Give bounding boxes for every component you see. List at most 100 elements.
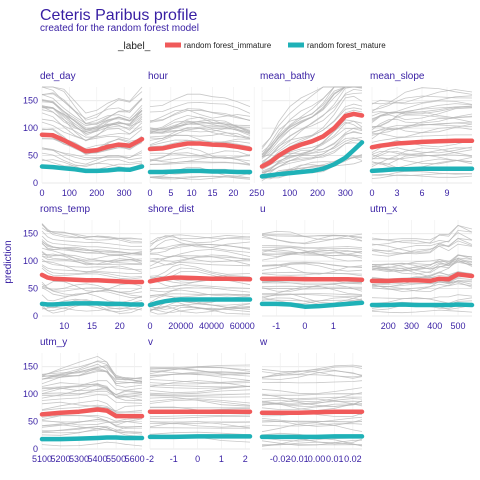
background-profile-line [41, 253, 143, 266]
background-profile-line [371, 114, 473, 128]
background-profile-line [41, 287, 143, 299]
x-tick-label: 200 [89, 188, 104, 198]
background-profile-line [41, 428, 143, 435]
background-profiles [371, 224, 473, 314]
background-profile-line [41, 360, 143, 382]
background-profile-line [371, 254, 473, 274]
background-profile-line [41, 240, 143, 254]
background-profile-line [149, 255, 251, 262]
background-profile-line [149, 166, 251, 178]
background-profile-line [149, 380, 251, 385]
background-profile-line [371, 240, 473, 255]
background-profile-line [41, 94, 143, 125]
x-tick-label: 500 [451, 321, 466, 331]
background-profile-line [261, 420, 363, 423]
background-profile-line [261, 392, 363, 403]
chart-title: Ceteris Paribus profile [40, 7, 198, 24]
background-profile-line [41, 281, 143, 293]
legend-title: _label_ [117, 41, 151, 52]
background-profile-line [41, 364, 143, 384]
background-profile-line [261, 364, 363, 373]
background-profile-line [149, 427, 250, 429]
panel-hour: hour 0 5 10 15 20 25 [147, 71, 259, 198]
panel-det-day: det_day 0 50 100 150 0 100 200 300 [23, 71, 145, 198]
background-profile-line [371, 280, 473, 293]
background-profile-line [149, 385, 251, 394]
background-profile-line [261, 137, 363, 173]
background-profile-line [261, 370, 363, 379]
x-tick-label: 300 [117, 188, 132, 198]
background-profile-line [371, 154, 473, 160]
background-profile-line [371, 134, 472, 143]
background-profile-line [41, 427, 143, 438]
series-line-random-forest-immature [259, 276, 365, 283]
x-tick-label: 10 [59, 321, 69, 331]
background-profile-line [261, 369, 363, 378]
background-profile-line [41, 385, 143, 398]
background-profile-line [371, 277, 473, 285]
background-profile-line [371, 154, 473, 165]
x-tick-label: 2 [243, 454, 248, 464]
panel-title: utm_x [370, 204, 397, 215]
background-profile-line [41, 261, 143, 273]
x-tick-label: 5 [168, 188, 173, 198]
background-profile-line [371, 87, 473, 105]
background-profile-line [149, 235, 251, 247]
y-tick-label: 0 [33, 311, 38, 321]
x-tick-label: 5100 [32, 454, 52, 464]
background-profile-line [149, 393, 251, 396]
background-profile-line [149, 101, 251, 114]
background-profiles [261, 230, 363, 305]
background-profile-line [41, 414, 143, 422]
background-profile-line [41, 265, 143, 278]
background-profile-line [149, 274, 251, 282]
background-profile-line [261, 130, 363, 176]
background-profile-line [261, 370, 363, 380]
background-profile-line [41, 382, 143, 396]
background-profile-line [149, 379, 251, 384]
background-profile-line [261, 398, 363, 406]
x-tick-label: 5300 [69, 454, 89, 464]
background-profile-line [149, 109, 251, 123]
x-tick-label: -0.02 [270, 454, 291, 464]
x-tick-label: 10 [187, 188, 197, 198]
background-profile-line [41, 425, 143, 433]
y-tick-label: 50 [28, 284, 38, 294]
series-line-random-forest-mature [39, 164, 145, 174]
background-profile-line [149, 399, 251, 406]
panel-utm-x: utm_x 200 300 400 500 [369, 204, 475, 331]
background-profile-line [371, 297, 473, 305]
background-profile-line [41, 132, 143, 151]
x-tick-label: -1 [170, 454, 178, 464]
series-line-random-forest-mature [147, 434, 253, 440]
background-profiles [149, 364, 251, 443]
background-profile-line [149, 263, 251, 277]
background-profile-line [371, 260, 473, 271]
background-profile-line [149, 248, 251, 258]
background-profile-line [261, 416, 363, 423]
series-line-random-forest-mature [39, 435, 145, 442]
x-tick-label: 100 [282, 188, 297, 198]
background-profile-line [149, 255, 251, 267]
background-profile-line [371, 309, 473, 314]
background-profile-line [261, 246, 363, 250]
background-profile-line [261, 252, 363, 262]
background-profile-line [41, 86, 143, 119]
legend: _label_ random forest_immature random fo… [117, 41, 386, 52]
x-tick-label: 5600 [125, 454, 145, 464]
background-profile-line [149, 289, 251, 298]
background-profile-line [149, 431, 251, 436]
series-line-random-forest-immature [259, 409, 365, 416]
background-profile-line [371, 157, 473, 167]
background-profile-line [42, 86, 143, 114]
x-tick-label: 0.02 [344, 454, 362, 464]
background-profile-line [41, 387, 143, 395]
background-profile-line [371, 100, 473, 113]
background-profile-line [149, 93, 251, 107]
background-profile-line [261, 86, 362, 155]
background-profile-line [261, 380, 363, 384]
background-profile-line [149, 286, 251, 293]
background-profile-line [41, 255, 143, 265]
series-line-random-forest-mature [259, 140, 365, 179]
background-profile-line [261, 403, 363, 408]
